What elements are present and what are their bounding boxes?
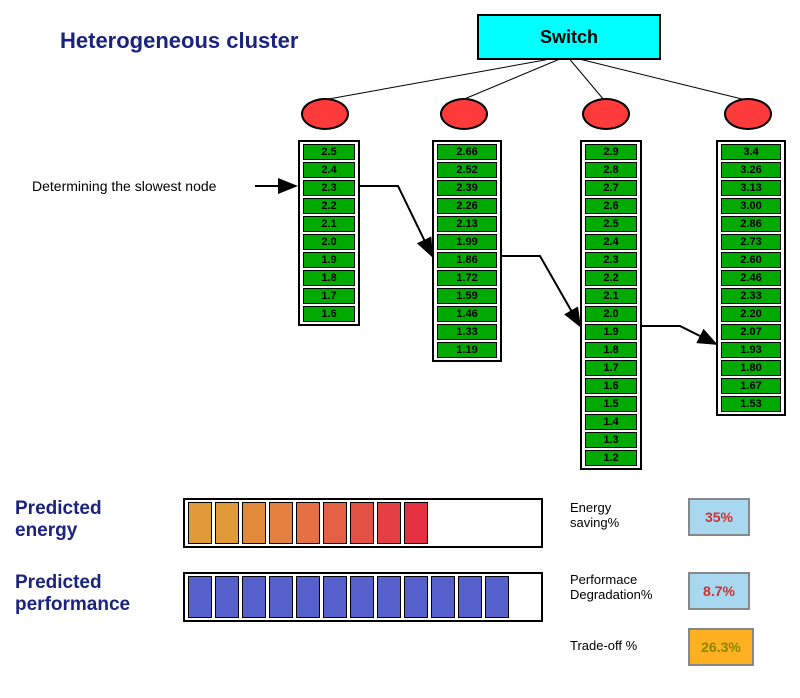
freq-cell: 1.8 xyxy=(585,342,637,358)
predicted-energy-label: Predicted energy xyxy=(15,498,102,542)
freq-cell: 2.5 xyxy=(585,216,637,232)
freq-cell: 2.3 xyxy=(303,180,355,196)
freq-cell: 1.67 xyxy=(721,378,781,394)
perf-bar-seg xyxy=(404,576,428,618)
freq-cell: 2.3 xyxy=(585,252,637,268)
energy-bar-seg xyxy=(404,502,428,544)
freq-cell: 1.5 xyxy=(585,396,637,412)
energy-bar-seg xyxy=(215,502,239,544)
node-ellipse-1 xyxy=(440,98,488,130)
perf-bar-seg xyxy=(269,576,293,618)
energy-bar-seg xyxy=(350,502,374,544)
switch-box: Switch xyxy=(477,14,661,60)
freq-cell: 2.20 xyxy=(721,306,781,322)
predicted-performance-label: Predicted performance xyxy=(15,572,130,616)
freq-cell: 1.6 xyxy=(303,306,355,322)
perf-bar-seg xyxy=(431,576,455,618)
node-ellipse-2 xyxy=(582,98,630,130)
freq-cell: 2.13 xyxy=(437,216,497,232)
freq-cell: 1.86 xyxy=(437,252,497,268)
perf-bar-seg xyxy=(323,576,347,618)
node-ellipse-3 xyxy=(724,98,772,130)
freq-cell: 1.80 xyxy=(721,360,781,376)
freq-cell: 1.99 xyxy=(437,234,497,250)
metric-label-0: Energy saving% xyxy=(570,500,619,530)
freq-cell: 2.07 xyxy=(721,324,781,340)
freq-cell: 3.00 xyxy=(721,198,781,214)
energy-bar-seg xyxy=(323,502,347,544)
freq-cell: 2.6 xyxy=(585,198,637,214)
freq-cell: 3.4 xyxy=(721,144,781,160)
perf-bar-seg xyxy=(215,576,239,618)
freq-cell: 1.72 xyxy=(437,270,497,286)
perf-bar-seg xyxy=(350,576,374,618)
node-column-1: 2.66 2.52 2.39 2.26 2.13 1.99 1.86 1.72 1.59 1.46… xyxy=(432,140,502,362)
freq-cell: 2.2 xyxy=(303,198,355,214)
freq-cell: 2.52 xyxy=(437,162,497,178)
freq-cell: 1.2 xyxy=(585,450,637,466)
freq-cell: 2.60 xyxy=(721,252,781,268)
freq-cell: 2.2 xyxy=(585,270,637,286)
perf-bar-seg xyxy=(242,576,266,618)
predicted-energy-bar xyxy=(183,498,543,548)
freq-cell: 1.46 xyxy=(437,306,497,322)
freq-cell: 1.9 xyxy=(585,324,637,340)
perf-bar-seg xyxy=(377,576,401,618)
freq-cell: 2.0 xyxy=(303,234,355,250)
freq-cell: 2.86 xyxy=(721,216,781,232)
freq-cell: 2.8 xyxy=(585,162,637,178)
freq-cell: 3.13 xyxy=(721,180,781,196)
freq-cell: 2.39 xyxy=(437,180,497,196)
node-column-0: 2.5 2.4 2.3 2.2 2.1 2.0 1.9 1.8 1.7 1.6 xyxy=(298,140,360,326)
energy-bar-seg xyxy=(296,502,320,544)
perf-bar-seg xyxy=(485,576,509,618)
freq-cell: 1.33 xyxy=(437,324,497,340)
energy-bar-seg xyxy=(377,502,401,544)
metric-label-2: Trade-off % xyxy=(570,638,637,653)
freq-cell: 1.7 xyxy=(303,288,355,304)
freq-cell: 2.1 xyxy=(585,288,637,304)
perf-bar-seg xyxy=(458,576,482,618)
freq-cell: 2.7 xyxy=(585,180,637,196)
freq-cell: 2.73 xyxy=(721,234,781,250)
freq-cell: 1.6 xyxy=(585,378,637,394)
node-column-2: 2.9 2.8 2.7 2.6 2.5 2.4 2.3 2.2 2.1 2.0 1.9 1.8 1.7 1… xyxy=(580,140,642,470)
predicted-performance-bar xyxy=(183,572,543,622)
freq-cell: 2.9 xyxy=(585,144,637,160)
switch-label: Switch xyxy=(540,27,598,48)
freq-cell: 2.0 xyxy=(585,306,637,322)
node-column-3: 3.4 3.26 3.13 3.00 2.86 2.73 2.60 2.46 2.33 2.20 2… xyxy=(716,140,786,416)
freq-cell: 1.3 xyxy=(585,432,637,448)
node-ellipse-0 xyxy=(301,98,349,130)
freq-cell: 1.53 xyxy=(721,396,781,412)
freq-cell: 2.4 xyxy=(585,234,637,250)
freq-cell: 2.33 xyxy=(721,288,781,304)
freq-cell: 2.66 xyxy=(437,144,497,160)
freq-cell: 2.26 xyxy=(437,198,497,214)
perf-bar-seg xyxy=(296,576,320,618)
freq-cell: 1.9 xyxy=(303,252,355,268)
freq-cell: 1.59 xyxy=(437,288,497,304)
diagram-title: Heterogeneous cluster xyxy=(60,28,298,54)
freq-cell: 1.19 xyxy=(437,342,497,358)
freq-cell: 1.4 xyxy=(585,414,637,430)
freq-cell: 3.26 xyxy=(721,162,781,178)
metric-box-1: 8.7% xyxy=(688,572,750,610)
metric-box-2: 26.3% xyxy=(688,628,754,666)
freq-cell: 2.46 xyxy=(721,270,781,286)
energy-bar-seg xyxy=(269,502,293,544)
metric-label-1: Performace Degradation% xyxy=(570,572,652,602)
metric-box-0: 35% xyxy=(688,498,750,536)
determining-label: Determining the slowest node xyxy=(32,178,216,194)
freq-cell: 2.1 xyxy=(303,216,355,232)
energy-bar-seg xyxy=(188,502,212,544)
freq-cell: 2.4 xyxy=(303,162,355,178)
freq-cell: 1.8 xyxy=(303,270,355,286)
freq-cell: 1.93 xyxy=(721,342,781,358)
freq-cell: 1.7 xyxy=(585,360,637,376)
freq-cell: 2.5 xyxy=(303,144,355,160)
energy-bar-seg xyxy=(242,502,266,544)
perf-bar-seg xyxy=(188,576,212,618)
